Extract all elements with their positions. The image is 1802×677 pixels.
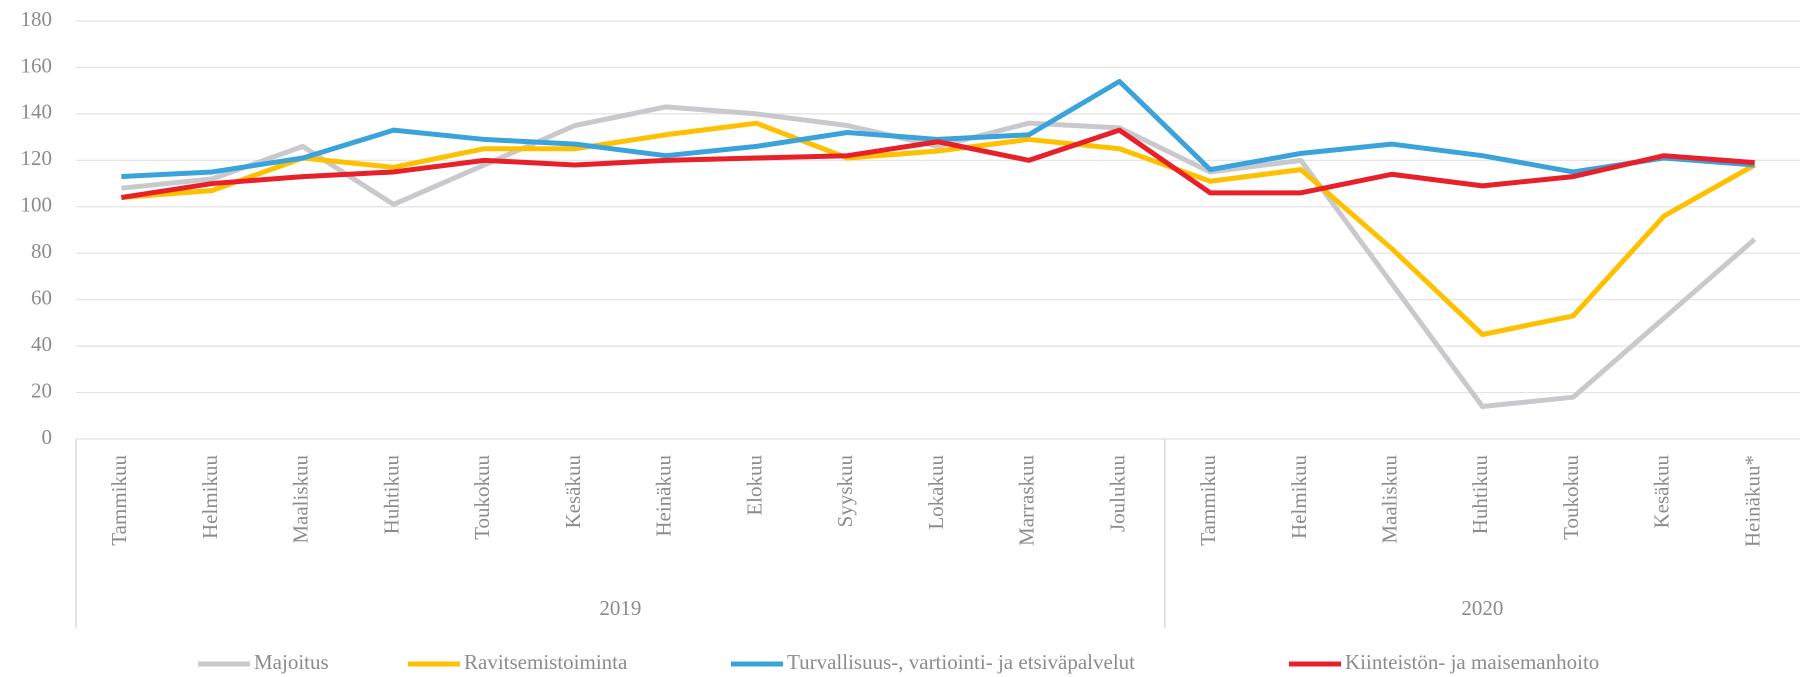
x-tick-label: Maaliskuu <box>1377 455 1401 544</box>
y-tick-label: 60 <box>31 285 52 309</box>
x-tick-label: Toukokuu <box>1559 455 1583 540</box>
x-tick-label: Kesäkuu <box>561 455 585 529</box>
x-tick-label: Elokuu <box>742 455 766 516</box>
x-tick-label: Helmikuu <box>198 455 222 539</box>
x-tick-label: Huhtikuu <box>1468 455 1492 535</box>
legend-label: Ravitsemistoiminta <box>464 650 628 674</box>
x-tick-label: Marraskuu <box>1015 455 1039 546</box>
x-tick-label: Toukokuu <box>470 455 494 540</box>
x-tick-label: Huhtikuu <box>379 455 403 535</box>
y-tick-label: 0 <box>42 425 53 449</box>
legend-label: Turvallisuus-, vartiointi- ja etsiväpalv… <box>787 650 1135 674</box>
y-tick-label: 140 <box>21 100 53 124</box>
x-tick-label: Tammikuu <box>107 455 131 546</box>
y-tick-label: 120 <box>21 146 53 170</box>
series-line <box>120 127 1755 200</box>
y-tick-label: 20 <box>31 378 52 402</box>
legend-label: Kiinteistön- ja maisemanhoito <box>1345 650 1599 674</box>
x-tick-label: Tammikuu <box>1196 455 1220 546</box>
x-tick-label: Joulukuu <box>1105 455 1129 533</box>
y-tick-label: 80 <box>31 239 52 263</box>
group-label: 2020 <box>1461 596 1503 620</box>
x-tick-label: Lokakuu <box>924 455 948 530</box>
x-tick-label: Heinäkuu <box>652 455 676 537</box>
x-tick-label: Helmikuu <box>1287 455 1311 539</box>
x-tick-label: Syyskuu <box>833 455 857 528</box>
series-line <box>121 104 1757 409</box>
group-label: 2019 <box>599 596 641 620</box>
x-tick-label: Maaliskuu <box>289 455 313 544</box>
series-line <box>121 120 1756 337</box>
y-tick-label: 100 <box>21 193 53 217</box>
legend-label: Majoitus <box>254 650 329 674</box>
y-tick-label: 160 <box>21 53 53 77</box>
y-tick-label: 180 <box>21 7 53 31</box>
y-tick-label: 40 <box>31 332 52 356</box>
x-tick-label: Kesäkuu <box>1650 455 1674 529</box>
x-tick-label: Heinäkuu* <box>1740 455 1764 547</box>
